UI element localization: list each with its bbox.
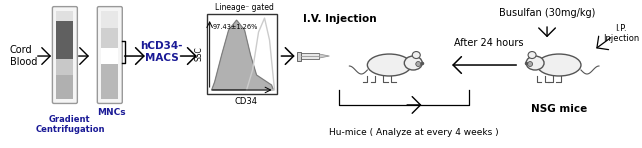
Ellipse shape	[416, 62, 421, 66]
Bar	[297, 52, 302, 61]
Ellipse shape	[526, 56, 544, 70]
Polygon shape	[320, 54, 329, 58]
Polygon shape	[212, 20, 273, 90]
Bar	[101, 48, 118, 64]
Text: 97.43±1.26%: 97.43±1.26%	[213, 24, 258, 30]
Bar	[299, 53, 320, 59]
Ellipse shape	[412, 52, 421, 58]
Text: hCD34-
MACS: hCD34- MACS	[141, 41, 183, 63]
Ellipse shape	[537, 54, 581, 76]
Bar	[56, 75, 73, 99]
Ellipse shape	[528, 62, 533, 66]
Text: SSC: SSC	[195, 47, 204, 61]
Bar	[101, 64, 118, 99]
Bar	[101, 28, 118, 48]
Text: Lineage⁻ gated: Lineage⁻ gated	[215, 3, 274, 12]
Text: I.P.
Injection: I.P. Injection	[603, 24, 639, 44]
Bar	[207, 14, 277, 94]
Ellipse shape	[404, 56, 422, 70]
Ellipse shape	[528, 52, 536, 58]
Text: Gradient
Centrifugation: Gradient Centrifugation	[35, 115, 105, 134]
Ellipse shape	[367, 54, 412, 76]
Bar	[56, 59, 73, 75]
FancyBboxPatch shape	[53, 7, 78, 103]
Bar	[56, 21, 73, 59]
Text: NSG mice: NSG mice	[531, 104, 587, 114]
Text: Busulfan (30mg/kg): Busulfan (30mg/kg)	[499, 8, 595, 18]
Bar	[101, 11, 118, 28]
Text: Cord
Blood: Cord Blood	[10, 45, 37, 67]
FancyBboxPatch shape	[98, 7, 122, 103]
Text: CD34: CD34	[234, 97, 257, 106]
Text: After 24 hours: After 24 hours	[455, 38, 524, 48]
Text: Hu-mice ( Analyze at every 4 weeks ): Hu-mice ( Analyze at every 4 weeks )	[329, 128, 499, 137]
Text: I.V. Injection: I.V. Injection	[302, 14, 376, 24]
Bar	[56, 11, 73, 21]
Text: MNCs: MNCs	[98, 108, 126, 117]
